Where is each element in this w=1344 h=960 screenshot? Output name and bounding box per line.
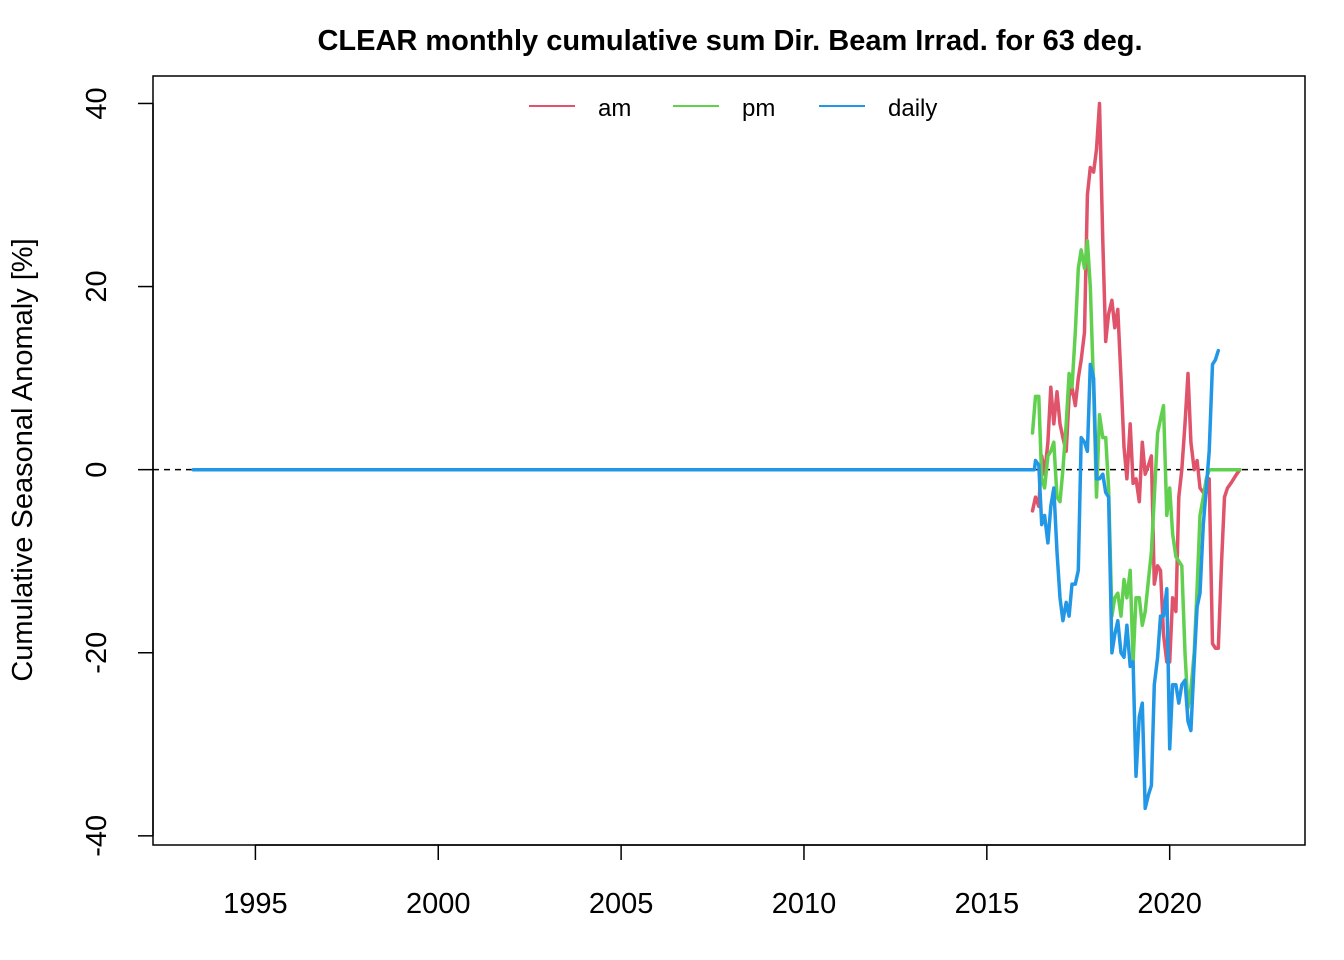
y-tick-label: 20 (81, 270, 113, 302)
x-tick-label: 2005 (589, 888, 654, 920)
y-tick-label: 0 (81, 462, 113, 478)
plot-frame (152, 75, 1306, 846)
x-tick-label: 2000 (406, 888, 471, 920)
legend-label-am: am (598, 95, 631, 122)
y-axis-label: Cumulative Seasonal Anomaly [%] (7, 238, 39, 681)
y-tick-label: 40 (81, 87, 113, 119)
y-tick-label: -20 (81, 632, 113, 674)
x-tick-label: 2010 (772, 888, 837, 920)
chart-title: CLEAR monthly cumulative sum Dir. Beam I… (317, 25, 1142, 57)
x-tick-label: 2015 (955, 888, 1020, 920)
legend-label-pm: pm (742, 95, 775, 122)
y-tick-label: -40 (81, 815, 113, 857)
series-line-daily (191, 348, 1221, 811)
x-tick-label: 1995 (223, 888, 288, 920)
series-line-am (1030, 101, 1242, 664)
legend-label-daily: daily (888, 95, 937, 122)
x-tick-label: 2020 (1137, 888, 1202, 920)
